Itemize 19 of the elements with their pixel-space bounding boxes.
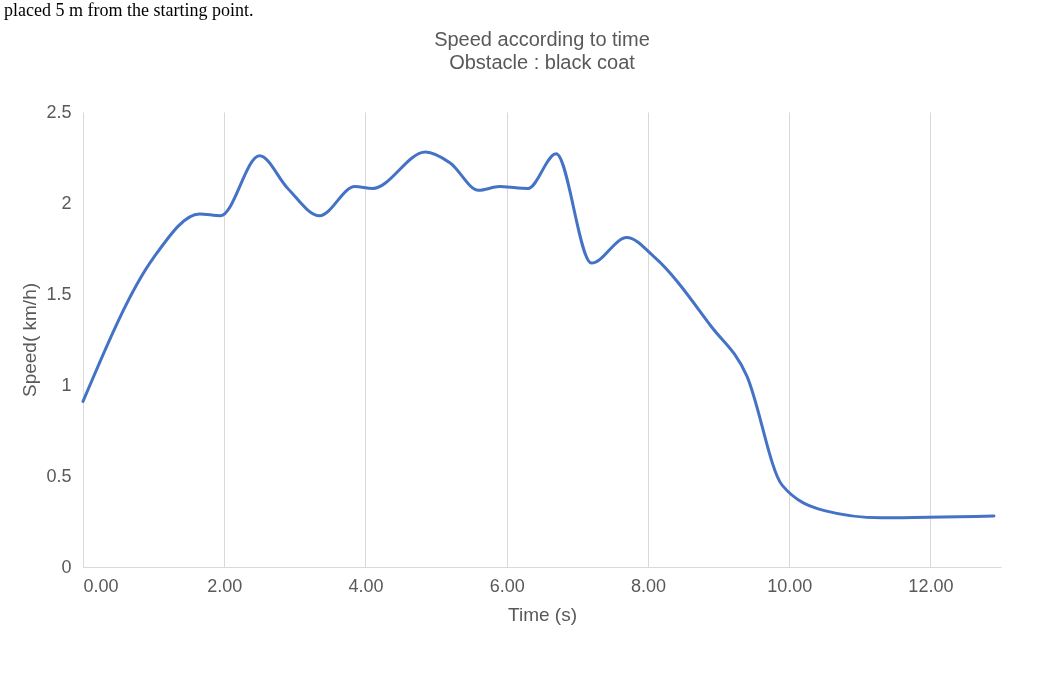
- chart-title: Speed according to time: [434, 28, 650, 50]
- y-tick-label: 0: [61, 556, 72, 577]
- y-tick-label: 2: [61, 192, 72, 213]
- x-tick-label: 10.00: [767, 575, 813, 596]
- y-tick-label: 1: [61, 374, 72, 395]
- x-tick-label: 6.00: [489, 575, 525, 596]
- x-tick-label: 0.00: [83, 575, 119, 596]
- y-tick-label: 1.5: [46, 283, 72, 304]
- y-axis-title: Speed( km/h): [19, 282, 41, 398]
- line-series: [81, 150, 996, 520]
- x-tick-label: 2.00: [207, 575, 243, 596]
- x-tick-label: 8.00: [630, 575, 666, 596]
- chart-subtitle: Obstacle : black coat: [449, 51, 636, 73]
- x-tick-label: 4.00: [348, 575, 384, 596]
- y-tick-label: 2.5: [46, 101, 72, 122]
- x-axis-title: Time (s): [508, 603, 577, 625]
- x-tick-label: 12.00: [908, 575, 954, 596]
- text: placed 5 m from the starting point.: [4, 0, 255, 20]
- y-tick-label: 0.5: [46, 465, 72, 486]
